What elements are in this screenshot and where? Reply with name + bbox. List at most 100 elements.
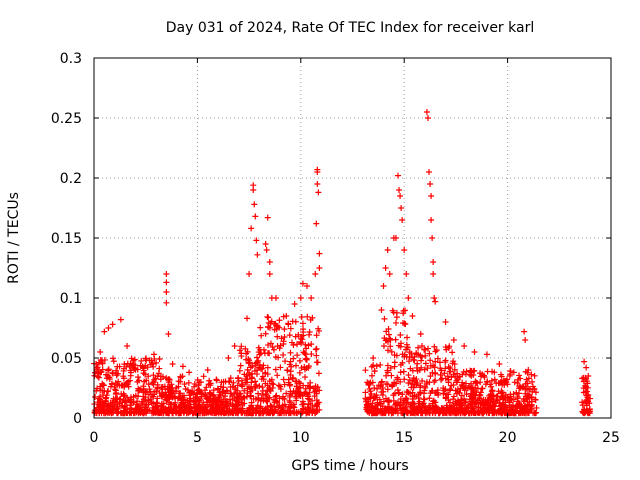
data-point [246, 370, 253, 377]
data-point [177, 373, 184, 380]
data-point [582, 398, 589, 405]
data-point [383, 372, 390, 379]
data-point [109, 381, 116, 388]
data-point [272, 366, 279, 373]
data-point [184, 386, 191, 393]
data-point [224, 388, 231, 395]
data-point [267, 388, 274, 395]
data-point [307, 400, 314, 407]
data-point [409, 313, 416, 319]
data-point [469, 390, 476, 397]
data-point [415, 391, 422, 398]
x-tick-label: 10 [292, 430, 310, 446]
data-point [481, 374, 488, 381]
data-point [294, 341, 301, 348]
y-tick-label: 0.15 [51, 231, 82, 247]
data-point [440, 408, 447, 415]
data-point [249, 387, 256, 394]
data-point [490, 398, 497, 405]
data-point [429, 405, 436, 412]
data-point [441, 370, 448, 377]
data-point [391, 352, 398, 359]
data-point [266, 259, 273, 265]
data-point [409, 377, 416, 384]
data-point [437, 371, 444, 378]
data-point [383, 328, 390, 335]
data-point [163, 299, 170, 306]
data-point [529, 378, 536, 385]
data-point [423, 379, 430, 386]
data-point [583, 396, 590, 403]
data-point [146, 407, 153, 414]
data-point [432, 348, 439, 355]
data-point [514, 395, 521, 402]
data-point [201, 404, 208, 411]
data-point [296, 391, 303, 398]
data-point [271, 321, 278, 328]
data-point [220, 408, 227, 415]
data-point [447, 410, 454, 417]
data-point [440, 390, 447, 397]
data-point [269, 344, 276, 351]
data-point [207, 380, 214, 387]
data-point [131, 366, 138, 373]
data-point [242, 375, 249, 382]
data-point [484, 368, 491, 375]
data-point [427, 181, 434, 187]
data-point [259, 384, 266, 391]
data-point [254, 251, 261, 258]
data-point [163, 271, 170, 277]
data-point [232, 384, 239, 391]
data-point [467, 405, 474, 412]
data-point [229, 409, 236, 416]
data-point [300, 382, 307, 389]
data-point [249, 375, 256, 382]
data-point [583, 407, 590, 414]
data-point [314, 169, 321, 175]
data-point [296, 369, 303, 376]
data-point [264, 350, 271, 357]
data-point [398, 205, 405, 211]
data-point [368, 390, 375, 397]
data-point [122, 381, 129, 388]
data-point [166, 376, 173, 383]
data-point [487, 399, 494, 406]
data-point [503, 410, 510, 417]
data-point [251, 383, 258, 390]
data-point [225, 355, 232, 361]
data-point [153, 359, 160, 366]
data-point [146, 386, 153, 393]
data-point [384, 397, 391, 404]
data-point [280, 313, 287, 320]
data-point [429, 235, 436, 241]
data-point [136, 377, 143, 384]
data-point [165, 331, 172, 337]
data-point [97, 349, 104, 355]
data-point [386, 335, 393, 342]
data-point [270, 409, 277, 416]
data-point [266, 271, 273, 277]
data-point [314, 359, 321, 366]
data-point [106, 376, 113, 383]
data-point [163, 279, 170, 286]
data-point [203, 384, 210, 391]
data-point [95, 370, 102, 377]
data-point [387, 343, 394, 350]
data-point [438, 376, 445, 383]
data-point [272, 354, 279, 361]
data-point [299, 320, 306, 327]
data-point [377, 383, 384, 390]
data-point [425, 406, 432, 413]
data-point [281, 334, 288, 341]
data-point [400, 368, 407, 375]
data-point [585, 373, 592, 379]
data-point [262, 330, 269, 337]
data-point [150, 351, 157, 358]
data-point [238, 350, 245, 357]
data-points [91, 109, 594, 417]
data-point [366, 380, 373, 387]
data-point [197, 396, 204, 403]
data-point [132, 392, 139, 399]
data-point [404, 334, 411, 341]
data-point [440, 385, 447, 392]
